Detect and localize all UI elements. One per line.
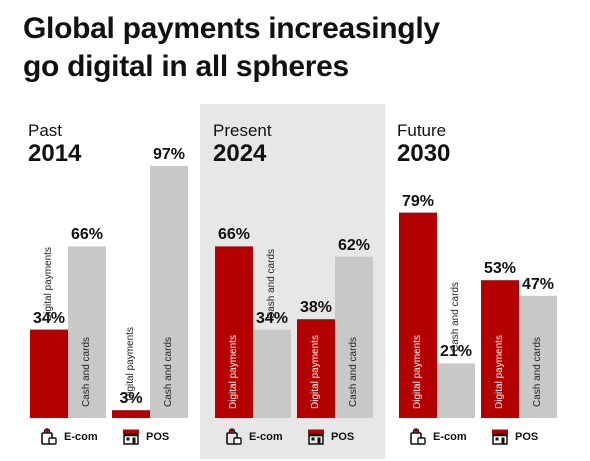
value-label: 79% xyxy=(401,192,435,210)
category-text: E-com xyxy=(433,430,467,443)
category-label: E-com xyxy=(225,428,283,445)
value-label: 38% xyxy=(299,299,333,317)
era-year: 2024 xyxy=(213,140,267,167)
shopping-bag-icon xyxy=(410,428,426,445)
shopping-bag-icon xyxy=(41,428,57,445)
storefront-icon xyxy=(123,429,139,445)
era-label: Future xyxy=(397,121,447,140)
value-label: 34% xyxy=(255,309,289,327)
era-year: 2030 xyxy=(397,140,451,167)
digital-payments-bar xyxy=(30,329,68,418)
category-label: POS xyxy=(307,428,354,445)
cash-and-cards-bar xyxy=(150,165,188,418)
value-label: 66% xyxy=(70,226,104,244)
series-label: Digital payments xyxy=(125,327,136,402)
value-label: 66% xyxy=(217,226,251,244)
digital-payments-bar xyxy=(112,410,150,418)
cash-and-cards-bar xyxy=(519,295,557,418)
category-label: E-com xyxy=(40,428,98,445)
value-label: 21% xyxy=(439,343,473,361)
era-year: 2014 xyxy=(28,140,82,167)
storefront-icon xyxy=(492,429,508,445)
era-label: Present xyxy=(213,121,272,140)
series-label: Digital payments xyxy=(494,335,505,409)
category-text: E-com xyxy=(249,430,283,443)
cash-and-cards-bar xyxy=(253,329,291,418)
cash-and-cards-bar xyxy=(68,246,106,418)
category-label: POS xyxy=(122,428,169,445)
digital-payments-bar xyxy=(297,319,335,418)
category-label: POS xyxy=(491,428,538,445)
cash-and-cards-bar xyxy=(437,363,475,418)
digital-payments-bar xyxy=(215,246,253,418)
series-label: Cash and cards xyxy=(81,336,92,408)
value-label: 3% xyxy=(119,390,143,408)
series-label: Digital payments xyxy=(228,335,239,409)
series-label: Digital payments xyxy=(412,335,423,409)
value-label: 97% xyxy=(152,145,186,163)
series-label: Digital payments xyxy=(43,246,54,321)
value-label: 34% xyxy=(32,309,66,327)
cash-and-cards-bar xyxy=(335,256,373,418)
value-label: 47% xyxy=(521,275,555,293)
shopping-bag-icon xyxy=(226,428,242,445)
chart-title: Global payments increasingly go digital … xyxy=(23,12,440,83)
category-text: POS xyxy=(515,430,539,443)
digital-payments-bar xyxy=(481,280,519,418)
category-text: E-com xyxy=(64,430,98,443)
value-label: 62% xyxy=(337,236,371,254)
series-label: Cash and cards xyxy=(532,336,543,408)
series-label: Cash and cards xyxy=(163,336,174,408)
storefront-icon xyxy=(308,429,324,445)
category-text: POS xyxy=(146,430,170,443)
era-label: Past xyxy=(28,121,63,140)
digital-payments-bar xyxy=(399,212,437,418)
series-label: Cash and cards xyxy=(348,336,359,408)
category-text: POS xyxy=(331,430,355,443)
series-label: Digital payments xyxy=(310,335,321,409)
series-label: Cash and cards xyxy=(450,282,461,353)
series-label: Cash and cards xyxy=(266,248,277,319)
category-label: E-com xyxy=(409,428,467,445)
value-label: 53% xyxy=(483,260,517,278)
